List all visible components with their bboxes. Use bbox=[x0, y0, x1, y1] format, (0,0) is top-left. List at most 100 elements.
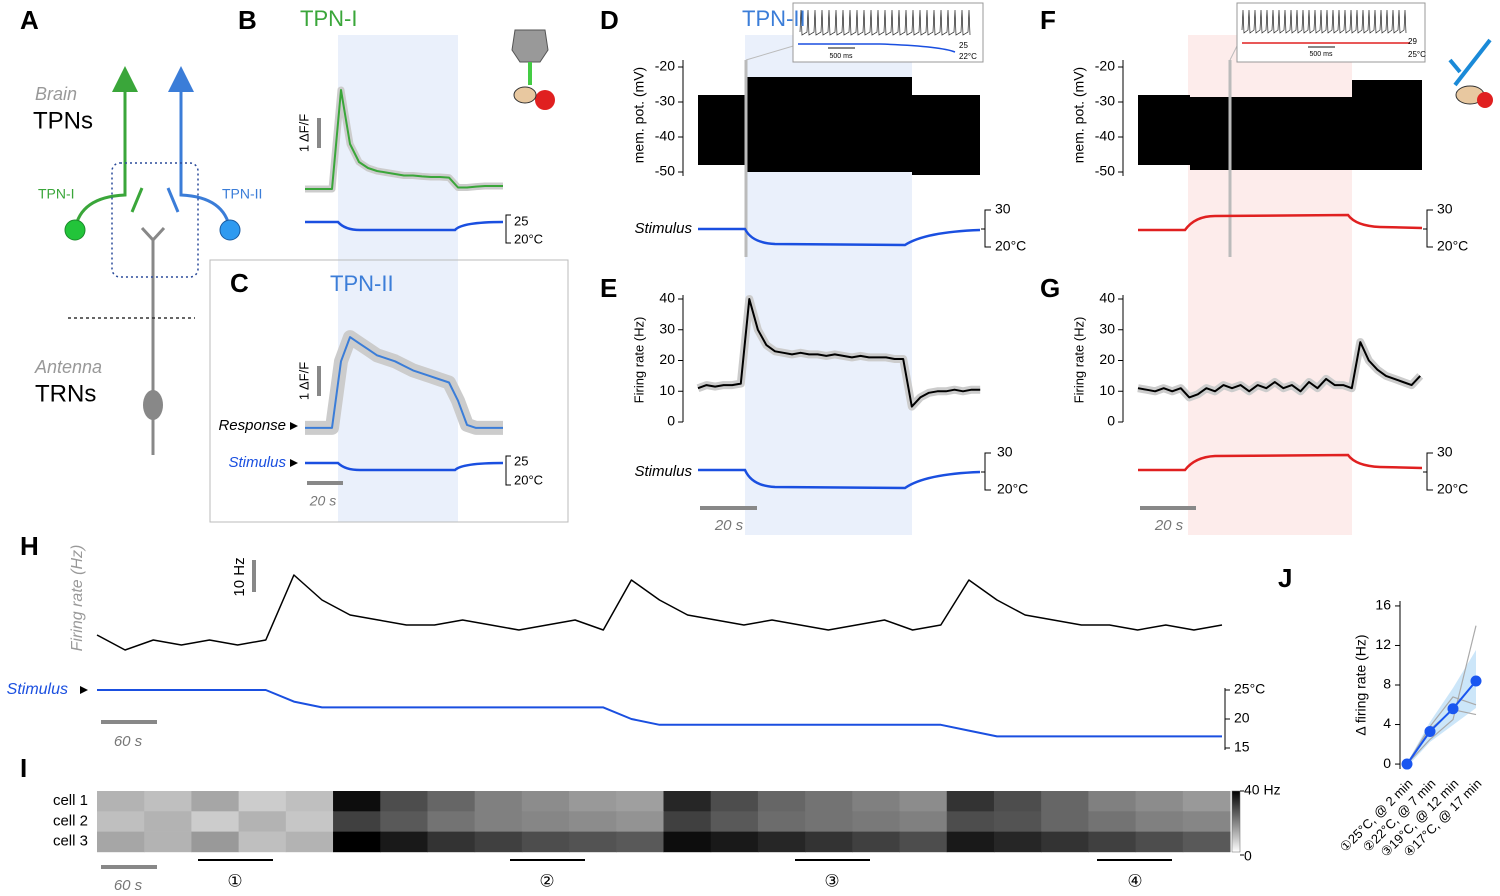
y-tick-label: 20 bbox=[1099, 351, 1115, 367]
heat-cell bbox=[1135, 811, 1184, 832]
y-tick-label: 0 bbox=[1383, 755, 1391, 771]
y-tick-label: 0 bbox=[667, 413, 675, 429]
panel-title: TPN-II bbox=[742, 6, 806, 31]
heat-cell bbox=[144, 811, 192, 832]
y-tick-label: -30 bbox=[1095, 93, 1115, 109]
heat-cell bbox=[1182, 811, 1231, 832]
fly-icon bbox=[1477, 92, 1493, 108]
axis-label: mem. pot. (mV) bbox=[1071, 67, 1087, 163]
panel-letter: H bbox=[20, 531, 39, 561]
heat-cell bbox=[1135, 831, 1184, 853]
temp-label: 20°C bbox=[997, 481, 1028, 497]
label: Stimulus bbox=[7, 681, 68, 698]
panel-title: TPN-I bbox=[300, 6, 357, 31]
axis-label: Firing rate (Hz) bbox=[69, 545, 86, 652]
label: TPN-I bbox=[38, 186, 75, 202]
temp-label: 20°C bbox=[514, 231, 543, 246]
heat-cell bbox=[899, 831, 948, 853]
inset bbox=[792, 2, 984, 63]
y-tick-label: 10 bbox=[659, 382, 675, 398]
y-tick-label: 16 bbox=[1375, 597, 1391, 613]
heat-cell bbox=[144, 791, 192, 812]
temp-label: 25 bbox=[514, 213, 528, 228]
soma bbox=[64, 219, 86, 241]
heat-cell bbox=[474, 791, 523, 812]
heat-cell bbox=[852, 831, 901, 853]
heat-cell bbox=[946, 791, 995, 812]
temp-label: 20°C bbox=[1437, 481, 1468, 497]
heat-cell bbox=[1041, 831, 1089, 853]
scale-label: 20 s bbox=[1154, 517, 1184, 534]
y-tick-label: 0 bbox=[1107, 413, 1115, 429]
point bbox=[1424, 725, 1436, 737]
trace bbox=[305, 89, 503, 190]
heat-cell bbox=[852, 791, 901, 812]
y-tick-label: -20 bbox=[655, 58, 675, 74]
voltage-band bbox=[745, 77, 912, 172]
tpn1-axon bbox=[73, 80, 127, 231]
heat-cell bbox=[757, 791, 806, 812]
heat-cell bbox=[993, 791, 1042, 812]
heat-cell bbox=[97, 791, 145, 812]
temp-label: 30 bbox=[997, 444, 1013, 460]
temp-bracket bbox=[1423, 209, 1433, 248]
heat-cell bbox=[97, 811, 145, 832]
heat-cell bbox=[805, 791, 853, 812]
inset-label: 500 ms bbox=[830, 53, 853, 60]
heat-cell bbox=[238, 811, 287, 832]
axis-label: Firing rate (Hz) bbox=[631, 317, 646, 404]
heat-cell bbox=[238, 831, 287, 853]
heat-cell bbox=[663, 811, 712, 832]
heat-cell bbox=[333, 811, 381, 832]
inset-label: 22°C bbox=[959, 52, 977, 61]
temp-label: 20°C bbox=[995, 238, 1026, 254]
stimulus-trace bbox=[97, 689, 1222, 738]
stimulus-trace bbox=[305, 220, 504, 232]
scale-label: 20 s bbox=[714, 517, 744, 534]
tpn2-axon bbox=[179, 80, 232, 231]
heat-cell bbox=[1135, 791, 1184, 812]
arrow bbox=[112, 66, 138, 92]
trace bbox=[1137, 341, 1421, 399]
y-tick-label: 30 bbox=[1099, 320, 1115, 336]
colorbar-label: 0 bbox=[1244, 848, 1252, 864]
cell-line bbox=[1406, 696, 1477, 765]
temp-bracket bbox=[981, 209, 991, 248]
voltage-band bbox=[912, 95, 980, 175]
y-tick-label: 30 bbox=[659, 320, 675, 336]
synapse bbox=[130, 187, 144, 213]
y-tick-label: 12 bbox=[1375, 636, 1391, 652]
panel-letter: J bbox=[1278, 563, 1292, 593]
panel-title: TPN-II bbox=[330, 271, 394, 296]
stimulus-trace bbox=[698, 468, 981, 490]
point bbox=[1447, 703, 1459, 715]
scale-label: 60 s bbox=[114, 733, 143, 750]
trn-soma bbox=[143, 390, 163, 420]
voltage-band bbox=[698, 95, 745, 165]
label: Response bbox=[218, 417, 286, 434]
heat-cell bbox=[616, 811, 664, 832]
heat-cell bbox=[616, 831, 664, 853]
heat-cell bbox=[663, 791, 712, 812]
panel-letter: F bbox=[1040, 5, 1056, 35]
stimulus-trace bbox=[1138, 453, 1423, 472]
panel-letter: A bbox=[20, 5, 39, 35]
y-tick-label: -30 bbox=[655, 93, 675, 109]
heat-cell bbox=[569, 791, 617, 812]
heat-cell bbox=[993, 811, 1042, 832]
heat-cell bbox=[757, 831, 806, 853]
synapse-box bbox=[111, 162, 199, 278]
inset-label: 29 bbox=[1408, 37, 1417, 46]
epoch-marker: ③ bbox=[824, 871, 839, 890]
heat-cell bbox=[1088, 811, 1137, 832]
voltage-band bbox=[1352, 80, 1422, 170]
inset-label: 25°C bbox=[1408, 50, 1426, 59]
heat-cell bbox=[427, 831, 476, 853]
temp-label: 20°C bbox=[1437, 238, 1468, 254]
trace bbox=[697, 298, 981, 408]
trace bbox=[96, 574, 1223, 651]
axis-label: Δ firing rate (Hz) bbox=[1353, 634, 1369, 735]
scale-label: 20 s bbox=[309, 493, 336, 509]
heat-cell bbox=[380, 811, 428, 832]
heat-cell bbox=[191, 791, 240, 812]
